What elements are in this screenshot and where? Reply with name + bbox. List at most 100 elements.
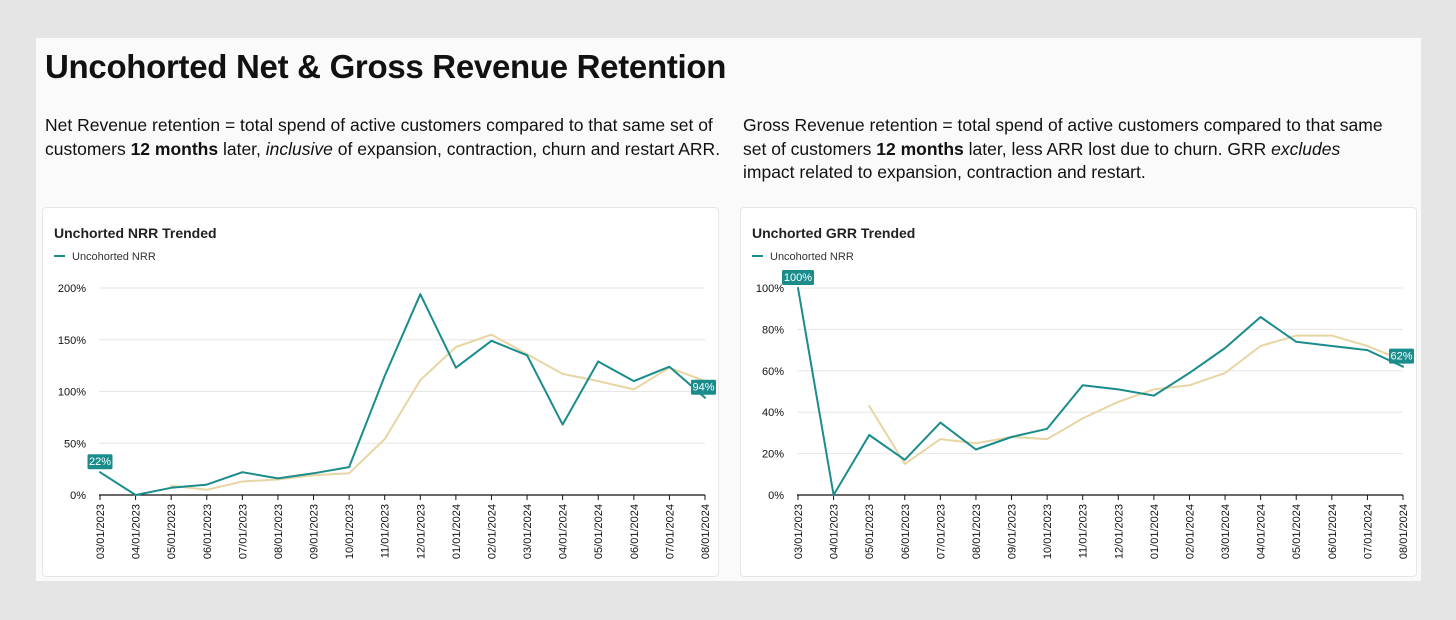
data-point	[419, 293, 422, 296]
x-tick-label: 08/01/2023	[971, 504, 983, 559]
trend-point	[1224, 372, 1226, 374]
x-tick-label: 06/01/2023	[900, 504, 912, 559]
grr-chart: Unchorted GRR Trended Uncohorted NRR 0% 20%…	[752, 225, 1414, 559]
trend-point	[903, 463, 906, 465]
series-line-primary	[99, 293, 706, 496]
x-tick-label: 05/01/2023	[166, 504, 178, 559]
x-tick-label: 11/01/2023	[1078, 504, 1090, 558]
nrr-description: Net Revenue retention = total spend of a…	[45, 114, 725, 161]
x-tick-label: 02/01/2024	[1184, 504, 1196, 559]
y-tick-label: 50%	[64, 438, 86, 450]
data-point	[134, 494, 137, 496]
chart-title: Unchorted NRR Trended	[54, 225, 217, 241]
trend-point	[1366, 345, 1369, 347]
x-tick-label: 01/01/2024	[1149, 504, 1161, 559]
data-point	[1188, 372, 1191, 374]
x-tick-label: 06/01/2023	[202, 504, 214, 559]
y-tick-label: 0%	[768, 490, 784, 502]
trend-point	[1081, 417, 1084, 420]
trend-point	[455, 346, 457, 348]
data-point	[797, 287, 799, 289]
nrr-desc-text-3: of expansion, contraction, churn and res…	[332, 138, 721, 159]
x-tick-label: 07/01/2023	[935, 504, 947, 559]
data-point	[526, 354, 528, 357]
x-tick-label: 04/01/2024	[1256, 504, 1268, 559]
trend-point	[241, 480, 244, 483]
x-tick-label: 05/01/2024	[1291, 504, 1303, 559]
trend-point	[939, 438, 942, 440]
x-tick-label: 06/01/2024	[1327, 504, 1339, 559]
x-tick-label: 03/01/2024	[522, 504, 534, 559]
grr-desc-italic: excludes	[1271, 138, 1341, 159]
trend-point	[170, 484, 172, 487]
page-title: Uncohorted Net & Gross Revenue Retention	[45, 48, 727, 85]
data-point	[490, 339, 493, 342]
trend-point	[1117, 401, 1120, 403]
x-tick-label: 08/01/2023	[273, 504, 285, 559]
series-line-trend	[868, 334, 1404, 465]
data-point	[975, 448, 977, 451]
data-point	[1153, 394, 1155, 397]
grr-desc-text-1: Gross Revenue retention = total spend of…	[743, 115, 1383, 159]
trend-point	[868, 405, 870, 407]
x-tick-label: 03/01/2023	[95, 504, 107, 559]
x-tick-label: 08/01/2024	[1398, 504, 1410, 559]
series-line-trend	[170, 333, 706, 491]
data-label-text: 94%	[692, 382, 714, 394]
nrr-desc-italic: inclusive	[265, 138, 333, 159]
nrr-desc-text-1: Net Revenue retention = total spend of a…	[45, 115, 713, 159]
y-tick-label: 20%	[762, 449, 784, 461]
y-tick-label: 0%	[70, 490, 86, 502]
grr-description: Gross Revenue retention = total spend of…	[743, 114, 1393, 185]
x-tick-label: 04/01/2023	[131, 504, 143, 559]
x-tick-label: 05/01/2023	[864, 504, 876, 559]
data-point	[383, 375, 386, 377]
x-tick-label: 06/01/2024	[629, 504, 641, 559]
x-tick-label: 09/01/2023	[1007, 504, 1019, 559]
legend-label: Uncohorted NRR	[770, 251, 854, 263]
trend-point	[975, 442, 977, 445]
x-tick-label: 01/01/2024	[451, 504, 463, 559]
data-point	[1402, 365, 1404, 368]
data-point	[1081, 384, 1084, 387]
data-point	[1117, 388, 1120, 391]
nrr-desc-bold: 12 months	[130, 138, 219, 159]
y-tick-label: 150%	[58, 335, 86, 347]
grr-desc-text-2: later, less ARR lost due to churn. GRR	[963, 138, 1272, 159]
y-tick-label: 40%	[762, 407, 784, 419]
data-point	[832, 494, 835, 496]
trend-point	[633, 388, 635, 391]
x-tick-label: 12/01/2023	[1113, 504, 1125, 559]
trend-point	[490, 333, 493, 336]
trend-point	[383, 438, 386, 440]
data-point	[704, 396, 706, 399]
x-tick-label: 11/01/2023	[380, 504, 392, 558]
x-tick-label: 02/01/2024	[486, 504, 498, 559]
data-point	[1259, 316, 1262, 318]
trend-point	[1153, 388, 1155, 391]
trend-point	[1188, 384, 1191, 387]
trend-point	[1259, 345, 1262, 347]
trend-point	[348, 472, 350, 475]
data-point	[99, 471, 101, 474]
nrr-desc-text-2: later,	[218, 138, 266, 159]
nrr-chart-card: Unchorted NRR Trended Uncohorted NRR 0% 50%…	[42, 207, 719, 577]
grr-desc-text-3: impact related to expansion, contraction…	[743, 162, 1146, 182]
trend-point	[1295, 334, 1298, 337]
data-point	[868, 434, 870, 436]
grr-chart-card: Unchorted GRR Trended Uncohorted NRR 0% 20%…	[740, 207, 1417, 577]
data-label-text: 100%	[784, 272, 812, 284]
data-label-bg	[782, 270, 814, 285]
series-line-primary	[797, 287, 1404, 496]
data-point	[312, 472, 315, 475]
grr-desc-bold: 12 months	[876, 138, 964, 159]
data-point	[348, 466, 350, 468]
trend-point	[597, 380, 600, 382]
data-label-bg	[87, 454, 113, 470]
dashboard-panel: Uncohorted Net & Gross Revenue Retention…	[36, 38, 1421, 581]
x-tick-label: 03/01/2024	[1220, 504, 1232, 559]
data-point	[1295, 341, 1298, 343]
data-point	[455, 366, 457, 369]
data-point	[597, 360, 600, 363]
x-tick-label: 04/01/2023	[829, 504, 841, 559]
